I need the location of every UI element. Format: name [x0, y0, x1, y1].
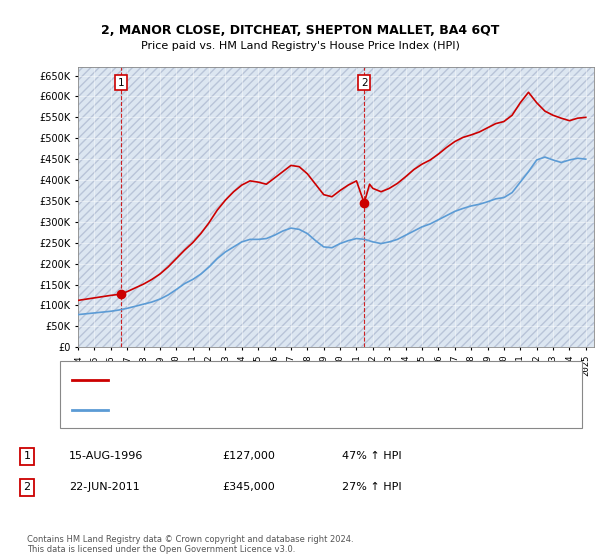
Text: Price paid vs. HM Land Registry's House Price Index (HPI): Price paid vs. HM Land Registry's House … — [140, 41, 460, 51]
Text: HPI: Average price, detached house, Somerset: HPI: Average price, detached house, Some… — [117, 404, 344, 414]
Text: 2: 2 — [23, 482, 31, 492]
Text: £345,000: £345,000 — [222, 482, 275, 492]
Text: 2: 2 — [361, 78, 367, 87]
Text: 2, MANOR CLOSE, DITCHEAT, SHEPTON MALLET, BA4 6QT: 2, MANOR CLOSE, DITCHEAT, SHEPTON MALLET… — [101, 24, 499, 38]
Text: £127,000: £127,000 — [222, 451, 275, 461]
Text: 22-JUN-2011: 22-JUN-2011 — [69, 482, 140, 492]
Text: 47% ↑ HPI: 47% ↑ HPI — [342, 451, 401, 461]
Text: 1: 1 — [118, 78, 124, 87]
Text: Contains HM Land Registry data © Crown copyright and database right 2024.
This d: Contains HM Land Registry data © Crown c… — [27, 535, 353, 554]
Text: 1: 1 — [23, 451, 31, 461]
Text: 15-AUG-1996: 15-AUG-1996 — [69, 451, 143, 461]
Text: 27% ↑ HPI: 27% ↑ HPI — [342, 482, 401, 492]
Text: 2, MANOR CLOSE, DITCHEAT, SHEPTON MALLET, BA4 6QT (detached house): 2, MANOR CLOSE, DITCHEAT, SHEPTON MALLET… — [117, 375, 487, 385]
